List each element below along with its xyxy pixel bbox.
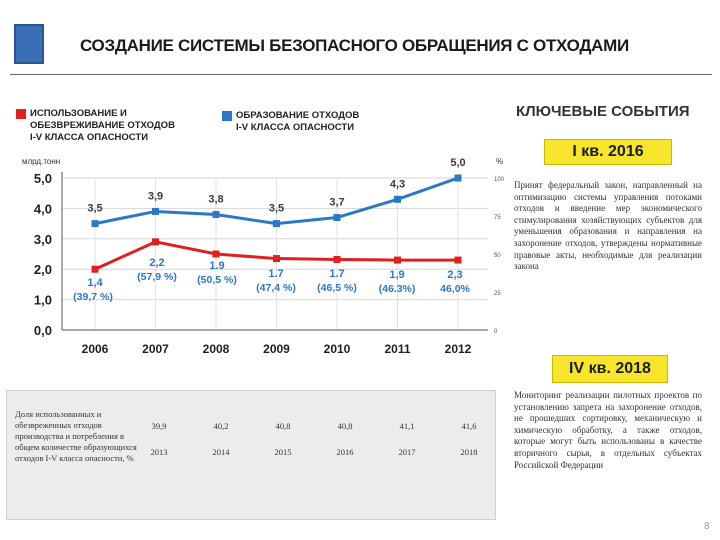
table-value: 40,8 [275, 421, 291, 431]
point-formation [394, 195, 401, 203]
data-label-utilization: 1,9 [389, 269, 404, 281]
point-utilization [454, 256, 462, 264]
data-label-utilization: 2,3 [447, 269, 462, 281]
point-formation [152, 207, 159, 215]
point-utilization [91, 265, 99, 273]
event1-text: Принят федеральный закон, направленный н… [514, 180, 702, 272]
chart-grid [62, 177, 488, 331]
percent-label-utilization: (46,5 %) [317, 282, 357, 294]
waste-chart: 0,0 1,0 2,0 3,0 4,0 5,0 2006 2007 2008 2009 2010 20… [22, 157, 505, 356]
x-tick-label: 2006 [82, 342, 109, 356]
table-year: 2013 [150, 447, 168, 457]
x-tick-label: 2007 [142, 342, 169, 356]
legend-red-label: ИСПОЛЬЗОВАНИЕ И ОБЕЗВРЕЖИВАНИЕ ОТХОДОВ I… [30, 108, 175, 143]
y2-tick-label: 0 [494, 329, 498, 335]
point-utilization [273, 255, 280, 263]
table-year: 2016 [336, 447, 354, 457]
legend-blue-swatch [222, 111, 232, 121]
data-label-formation: 3,9 [148, 190, 163, 202]
data-label-utilization: 1.7 [268, 268, 283, 280]
percent-label-utilization: (46.3%) [379, 283, 416, 295]
page-number: 8 [704, 521, 710, 532]
table-year: 2015 [274, 447, 292, 457]
legend-blue-label: ОБРАЗОВАНИЕ ОТХОДОВ I-V КЛАССА ОПАСНОСТИ [236, 110, 360, 133]
data-label-formation: 3,5 [269, 203, 284, 215]
y2-tick-label: 100 [494, 177, 505, 183]
event1-badge: I кв. 2016 [544, 139, 672, 165]
y2-tick-label: 50 [494, 253, 501, 259]
table-label: Доля использованных и обезвреженных отхо… [15, 409, 137, 463]
point-formation [333, 214, 341, 222]
chart-series [91, 174, 462, 273]
table-year: 2017 [398, 447, 416, 457]
table-value: 41,6 [461, 421, 477, 431]
plot-area [62, 178, 488, 330]
y2-tick-label: 75 [494, 215, 501, 221]
legend-blue: ОБРАЗОВАНИЕ ОТХОДОВ I-V КЛАССА ОПАСНОСТИ [222, 110, 359, 134]
event2-text: Мониторинг реализации пилотных проектов … [514, 390, 702, 470]
key-events-title: КЛЮЧЕВЫЕ СОБЫТИЯ [516, 103, 690, 120]
logo-square [14, 24, 44, 64]
y-tick-label: 3,0 [34, 232, 52, 247]
table-year: 2014 [212, 447, 230, 457]
x-tick-label: 2011 [384, 342, 410, 356]
chart-axes: 0,0 1,0 2,0 3,0 4,0 5,0 2006 2007 2008 2009 2010 20… [22, 157, 505, 356]
y-tick-label: 5,0 [34, 171, 52, 186]
x-tick-label: 2012 [445, 342, 472, 356]
point-formation [212, 210, 220, 218]
x-tick-label: 2010 [324, 342, 351, 356]
point-formation [273, 220, 280, 228]
point-formation [91, 220, 99, 228]
legend-red: ИСПОЛЬЗОВАНИЕ И ОБЕЗВРЕЖИВАНИЕ ОТХОДОВ I… [16, 108, 175, 144]
table-year: 2018 [460, 447, 478, 457]
x-tick-label: 2008 [203, 342, 230, 356]
point-utilization [152, 238, 159, 246]
y-tick-label: 4,0 [34, 201, 52, 216]
table-value: 40,2 [213, 421, 229, 431]
table-value: 40,8 [337, 421, 353, 431]
x-tick-label: 2009 [263, 342, 290, 356]
point-utilization [394, 256, 401, 264]
percent-label-utilization: (39,7 %) [73, 291, 113, 303]
y-tick-label: 0,0 [34, 323, 52, 338]
data-label-formation: 5,0 [450, 157, 465, 169]
y-tick-label: 1,0 [34, 293, 52, 308]
event2-badge: IV кв. 2018 [552, 355, 668, 383]
percent-label-utilization: (50,5 %) [197, 274, 237, 286]
data-label-formation: 4,3 [390, 178, 405, 190]
point-utilization [212, 250, 220, 258]
point-utilization [333, 255, 341, 263]
share-table: Доля использованных и обезвреженных отхо… [6, 390, 496, 520]
point-formation [454, 174, 462, 182]
table-value: 41,1 [399, 421, 415, 431]
y2-tick-label: 25 [494, 291, 501, 297]
percent-label-utilization: (47,4 %) [256, 282, 296, 294]
page-title: СОЗДАНИЕ СИСТЕМЫ БЕЗОПАСНОГО ОБРАЩЕНИЯ С… [80, 36, 629, 55]
table-value: 39,9 [151, 421, 167, 431]
data-label-formation: 3,5 [87, 203, 102, 215]
y-axis-title: млрд.тонн [22, 157, 60, 166]
data-label-utilization: 1.9 [209, 260, 224, 272]
y2-axis-title: % [496, 157, 503, 166]
data-label-utilization: 1.7 [329, 268, 344, 280]
percent-label-utilization: 46,0% [440, 283, 470, 295]
data-label-formation: 3,7 [329, 197, 344, 209]
title-divider [10, 74, 712, 75]
data-label-utilization: 1,4 [87, 277, 103, 289]
chart-labels: 3,5 3,9 3,8 3,5 3,7 4,3 5,0 1,4 (39,7 %) 2,2 (57,9… [73, 157, 470, 303]
y-tick-label: 2,0 [34, 262, 52, 277]
percent-label-utilization: (57,9 %) [137, 271, 177, 283]
data-label-utilization: 2,2 [149, 257, 164, 269]
data-label-formation: 3,8 [208, 193, 223, 205]
legend-red-swatch [16, 109, 26, 119]
